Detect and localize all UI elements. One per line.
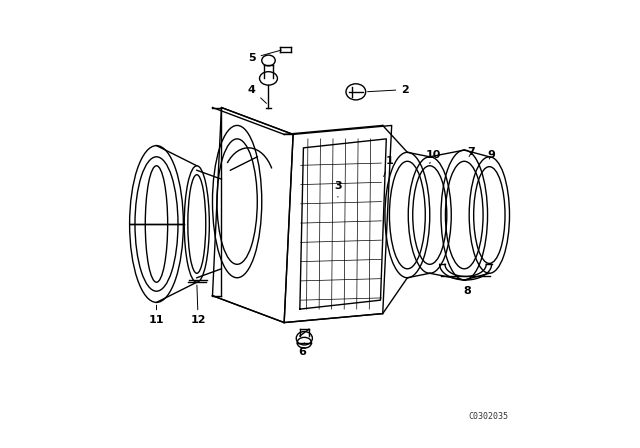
Text: 4: 4 [248, 85, 266, 103]
Text: 7: 7 [468, 147, 476, 157]
Text: 3: 3 [334, 181, 342, 197]
Text: 8: 8 [463, 280, 471, 296]
Text: 11: 11 [148, 305, 164, 325]
Text: 9: 9 [487, 150, 495, 159]
Text: 10: 10 [425, 150, 440, 164]
Text: C0302035: C0302035 [468, 412, 508, 421]
Text: 6: 6 [298, 343, 306, 357]
Text: 5: 5 [248, 50, 282, 63]
Text: 1: 1 [384, 156, 394, 177]
Text: 12: 12 [190, 285, 206, 325]
Text: 2: 2 [367, 85, 409, 95]
